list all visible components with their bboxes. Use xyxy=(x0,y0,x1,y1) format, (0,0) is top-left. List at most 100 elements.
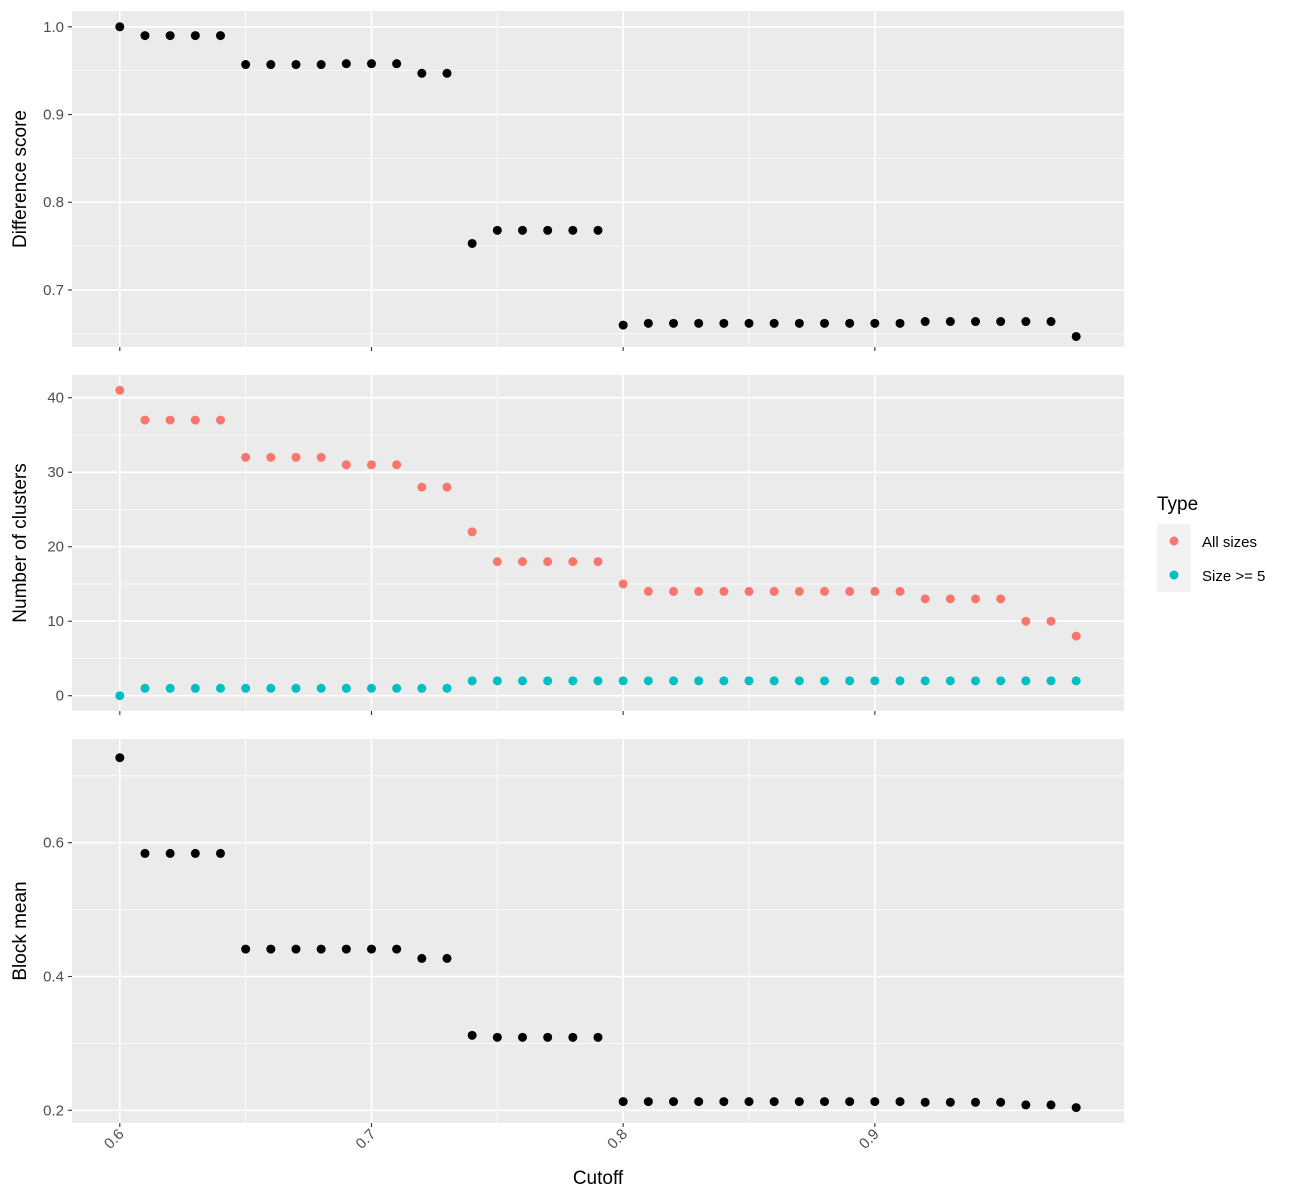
panel-3: 0.2 0.4 0.6 0.6 0.7 0.8 0.9 Block mean xyxy=(10,739,1124,1153)
data-point xyxy=(266,683,276,693)
data-point xyxy=(920,1097,930,1107)
data-point xyxy=(593,557,603,567)
data-point xyxy=(744,676,754,686)
data-point xyxy=(820,318,830,328)
x-axis-title: Cutoff xyxy=(573,1168,624,1189)
data-point xyxy=(291,944,301,954)
data-point xyxy=(467,1030,477,1040)
data-point xyxy=(870,676,880,686)
data-point xyxy=(291,683,301,693)
data-point xyxy=(517,557,527,567)
data-point xyxy=(719,1097,729,1107)
data-point xyxy=(1071,1103,1081,1113)
data-point xyxy=(392,460,402,470)
data-point xyxy=(1021,616,1031,626)
data-point xyxy=(366,59,376,69)
data-point xyxy=(618,1097,628,1107)
data-point xyxy=(769,676,779,686)
series-1 xyxy=(115,753,1081,1113)
data-point xyxy=(341,683,351,693)
data-point xyxy=(845,318,855,328)
data-point xyxy=(140,415,150,425)
data-point xyxy=(190,848,200,858)
data-point xyxy=(543,225,553,235)
data-point xyxy=(492,557,502,567)
data-point xyxy=(517,676,527,686)
y-tick-label: 0.7 xyxy=(43,282,64,299)
data-point xyxy=(593,676,603,686)
data-point xyxy=(492,225,502,235)
data-point xyxy=(492,676,502,686)
data-point xyxy=(945,1097,955,1107)
data-point xyxy=(794,676,804,686)
data-point xyxy=(442,68,452,78)
series-1 xyxy=(115,22,1081,341)
data-point xyxy=(190,683,200,693)
data-point xyxy=(694,586,704,596)
data-point xyxy=(719,586,729,596)
data-point xyxy=(266,60,276,70)
panel-1: 0.7 0.8 0.9 1.0 Difference score xyxy=(10,11,1124,351)
data-point xyxy=(392,944,402,954)
data-point xyxy=(266,944,276,954)
data-point xyxy=(165,31,175,41)
data-point xyxy=(190,415,200,425)
data-point xyxy=(392,683,402,693)
data-point xyxy=(140,683,150,693)
data-point xyxy=(366,683,376,693)
data-point xyxy=(467,676,477,686)
y-tick-label: 0.2 xyxy=(43,1102,64,1119)
data-point xyxy=(417,68,427,78)
data-point xyxy=(870,1097,880,1107)
data-point xyxy=(417,953,427,963)
y-axis-title: Block mean xyxy=(10,881,31,980)
data-point xyxy=(744,1097,754,1107)
data-point xyxy=(366,944,376,954)
data-point xyxy=(316,60,326,70)
data-point xyxy=(1046,1100,1056,1110)
panel-background xyxy=(72,11,1124,347)
y-tick-label: 0.9 xyxy=(43,107,64,124)
data-point xyxy=(442,953,452,963)
data-point xyxy=(1021,1100,1031,1110)
data-point xyxy=(996,676,1006,686)
data-point xyxy=(341,944,351,954)
data-point xyxy=(140,31,150,41)
series-2 xyxy=(115,676,1081,701)
data-point xyxy=(366,460,376,470)
y-tick-label: 0.4 xyxy=(43,968,64,985)
data-point xyxy=(870,586,880,596)
data-point xyxy=(215,31,225,41)
data-point xyxy=(543,1032,553,1042)
data-point xyxy=(568,1032,578,1042)
legend-title: Type xyxy=(1157,494,1198,515)
data-point xyxy=(794,1097,804,1107)
data-point xyxy=(895,676,905,686)
data-point xyxy=(291,452,301,462)
data-point xyxy=(920,676,930,686)
panel-background xyxy=(72,739,1124,1123)
data-point xyxy=(593,1032,603,1042)
data-point xyxy=(291,60,301,70)
data-point xyxy=(165,683,175,693)
legend: Type All sizes Size >= 5 xyxy=(1157,494,1265,592)
data-point xyxy=(341,59,351,69)
data-point xyxy=(115,22,125,32)
data-point xyxy=(669,318,679,328)
data-point xyxy=(417,683,427,693)
data-point xyxy=(1071,331,1081,341)
data-point xyxy=(719,676,729,686)
data-point xyxy=(971,676,981,686)
x-tick-label: 0.7 xyxy=(353,1126,380,1153)
data-point xyxy=(1046,317,1056,327)
data-point xyxy=(517,1032,527,1042)
data-point xyxy=(618,579,628,589)
data-point xyxy=(165,415,175,425)
x-tick-label: 0.8 xyxy=(604,1126,631,1153)
data-point xyxy=(744,586,754,596)
panel-2: 0 10 20 30 40 Number of clusters xyxy=(10,375,1124,715)
data-point xyxy=(266,452,276,462)
data-point xyxy=(895,1097,905,1107)
data-point xyxy=(845,586,855,596)
